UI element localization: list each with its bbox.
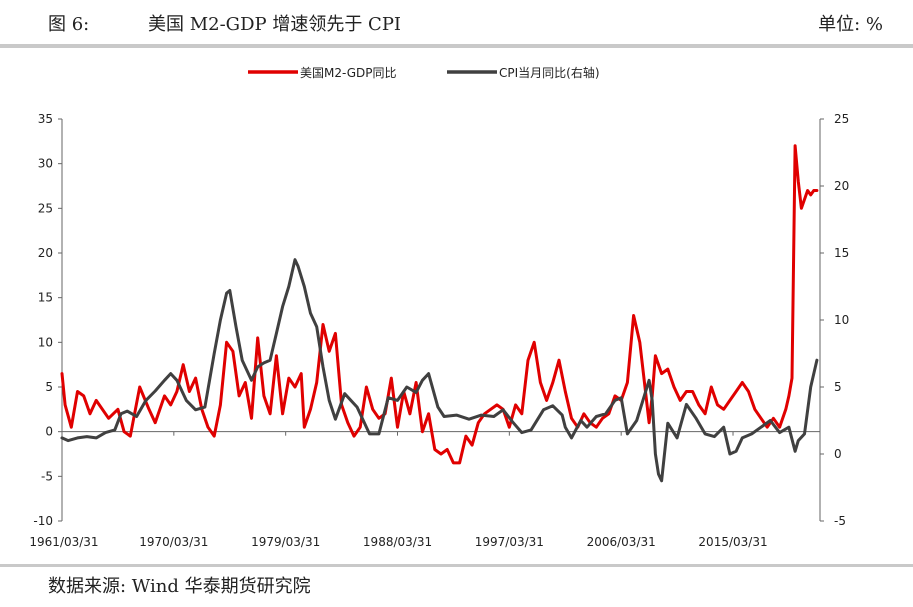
right-axis-tick-label: 10 — [834, 313, 849, 327]
left-axis-tick-label: 30 — [38, 157, 53, 171]
line-chart: 美国M2-GDP同比 CPI当月同比(右轴) -10 -5 0 5 10 15 20 25 30 3… — [29, 65, 849, 549]
left-axis-tick-label: 10 — [38, 335, 53, 349]
left-axis-tick-label: -5 — [41, 469, 53, 483]
figure-title: 美国 M2-GDP 增速领先于 CPI — [148, 14, 402, 35]
x-axis-tick-label: 1979/03/31 — [251, 535, 320, 549]
right-axis-tick-label: 0 — [834, 447, 842, 461]
series-line-cpi — [60, 258, 819, 483]
legend-label: CPI当月同比(右轴) — [499, 65, 600, 80]
left-axis-tick-label: 5 — [45, 380, 53, 394]
left-axis-tick-label: 0 — [45, 425, 53, 439]
top-divider — [0, 44, 913, 48]
bottom-divider — [0, 564, 913, 567]
left-axis-tick-label: 35 — [38, 112, 53, 126]
series-line-m2-gdp — [60, 144, 819, 465]
series-lines — [60, 144, 819, 483]
axes: -10 -5 0 5 10 15 20 25 30 35 -5 0 5 10 15 20 25 1961/03/3… — [29, 112, 849, 549]
legend-label: 美国M2-GDP同比 — [300, 66, 397, 80]
right-axis-tick-label: 5 — [834, 380, 842, 394]
x-axis-tick-label: 2015/03/31 — [698, 535, 767, 549]
left-axis-tick-label: 25 — [38, 201, 53, 215]
header: 图 6: 美国 M2-GDP 增速领先于 CPI 单位: % — [0, 0, 913, 46]
x-axis-tick-label: 1970/03/31 — [139, 535, 208, 549]
x-axis-tick-label: 1997/03/31 — [475, 535, 544, 549]
right-axis-tick-label: 15 — [834, 246, 849, 260]
left-axis-tick-label: 15 — [38, 291, 53, 305]
right-axis-tick-label: -5 — [834, 514, 846, 528]
figure-number: 图 6: — [48, 14, 90, 35]
left-axis-tick-label: -10 — [33, 514, 53, 528]
legend: 美国M2-GDP同比 CPI当月同比(右轴) — [248, 65, 600, 80]
right-axis-tick-label: 25 — [834, 112, 849, 126]
x-axis-tick-label: 1988/03/31 — [363, 535, 432, 549]
left-axis-tick-label: 20 — [38, 246, 53, 260]
x-axis-tick-label: 2006/03/31 — [587, 535, 656, 549]
right-axis-tick-label: 20 — [834, 179, 849, 193]
x-axis-tick-label: 1961/03/31 — [29, 535, 98, 549]
data-source: 数据来源: Wind 华泰期货研究院 — [48, 576, 311, 597]
unit-label: 单位: % — [818, 14, 883, 35]
